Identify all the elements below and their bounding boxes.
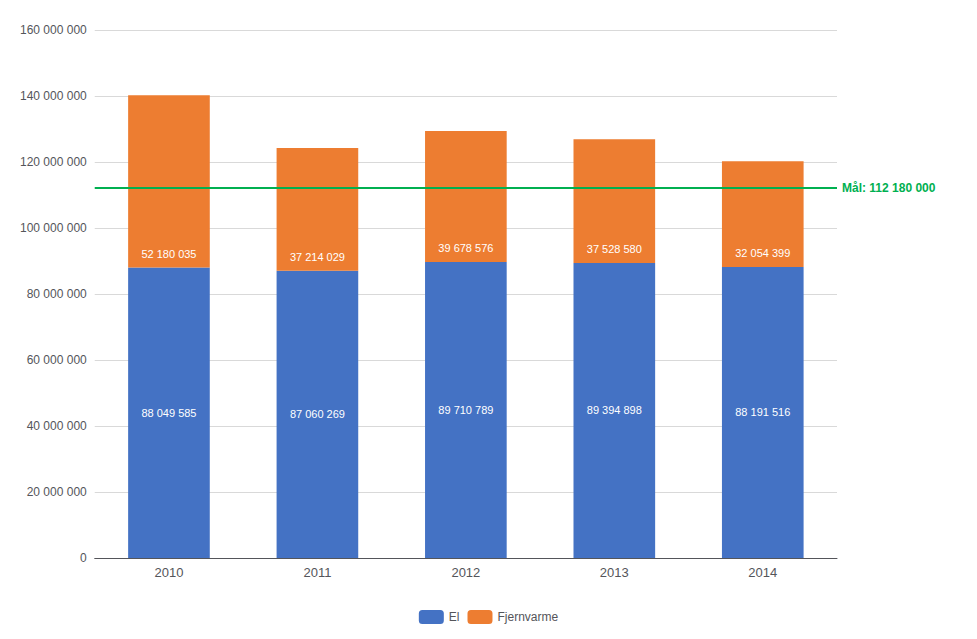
svg-text:52 180 035: 52 180 035 [141,248,196,260]
svg-text:2011: 2011 [303,565,331,580]
svg-text:0: 0 [80,551,87,565]
svg-text:Fjernvarme: Fjernvarme [497,610,558,624]
svg-text:2014: 2014 [748,565,777,580]
svg-text:140 000 000: 140 000 000 [20,89,87,103]
svg-text:89 394 898: 89 394 898 [587,404,642,416]
svg-text:87 060 269: 87 060 269 [290,408,345,420]
svg-text:160 000 000: 160 000 000 [20,23,87,37]
svg-text:2012: 2012 [451,565,480,580]
svg-text:32 054 399: 32 054 399 [735,247,790,259]
svg-text:39 678 576: 39 678 576 [438,242,493,254]
svg-text:2010: 2010 [154,565,183,580]
svg-text:88 191 516: 88 191 516 [735,406,790,418]
svg-text:20 000 000: 20 000 000 [27,485,87,499]
svg-text:37 528 580: 37 528 580 [587,243,642,255]
svg-text:40 000 000: 40 000 000 [27,419,87,433]
svg-text:37 214 029: 37 214 029 [290,251,345,263]
svg-text:88 049 585: 88 049 585 [141,407,196,419]
svg-text:El: El [449,610,460,624]
svg-text:100 000 000: 100 000 000 [20,221,87,235]
svg-text:89 710 789: 89 710 789 [438,404,493,416]
svg-text:2013: 2013 [600,565,629,580]
svg-text:Mål: 112 180 000: Mål: 112 180 000 [842,181,936,195]
svg-text:80 000 000: 80 000 000 [27,287,87,301]
svg-text:120 000 000: 120 000 000 [20,155,87,169]
svg-text:60 000 000: 60 000 000 [27,353,87,367]
